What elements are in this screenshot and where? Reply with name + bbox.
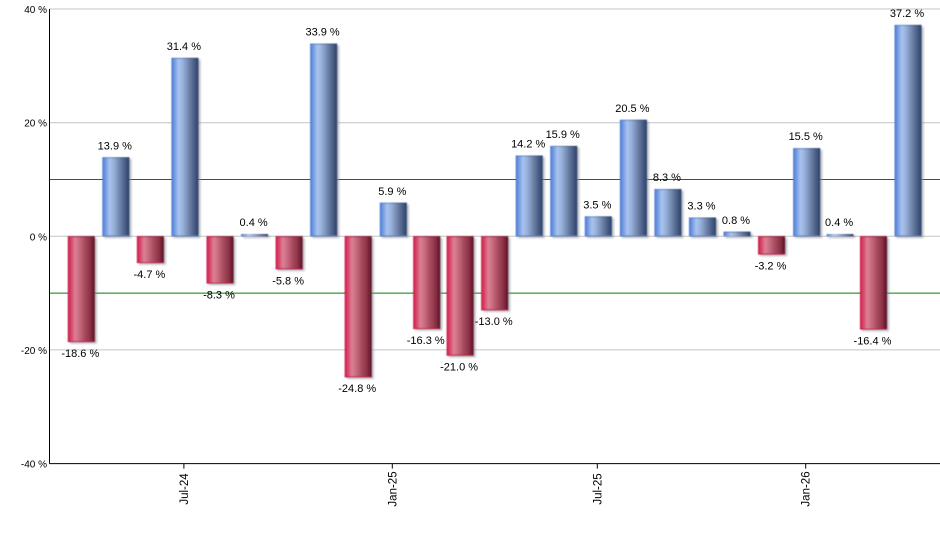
svg-text:33.9 %: 33.9 % <box>305 27 339 39</box>
svg-text:20 %: 20 % <box>24 119 47 130</box>
svg-text:14.2 %: 14.2 % <box>511 139 545 151</box>
svg-text:0.4 %: 0.4 % <box>825 217 853 229</box>
svg-text:8.3 %: 8.3 % <box>653 172 681 184</box>
svg-text:40 %: 40 % <box>24 5 47 16</box>
svg-text:0 %: 0 % <box>30 232 47 243</box>
svg-text:-5.8 %: -5.8 % <box>272 275 304 287</box>
svg-text:Jul-24: Jul-24 <box>179 473 191 505</box>
svg-text:Jan-26: Jan-26 <box>801 471 813 506</box>
svg-text:-8.3 %: -8.3 % <box>203 290 235 302</box>
svg-text:0.4 %: 0.4 % <box>240 217 268 229</box>
svg-text:15.9 %: 15.9 % <box>546 129 580 141</box>
svg-text:Jul-25: Jul-25 <box>592 473 604 504</box>
svg-text:3.3 %: 3.3 % <box>687 201 715 213</box>
svg-text:-20 %: -20 % <box>21 346 47 357</box>
svg-text:20.5 %: 20.5 % <box>615 103 649 115</box>
svg-text:-16.4 %: -16.4 % <box>854 336 892 348</box>
svg-text:-3.2 %: -3.2 % <box>755 261 787 273</box>
svg-text:-21.0 %: -21.0 % <box>440 362 478 374</box>
svg-text:-13.0 %: -13.0 % <box>475 316 513 328</box>
svg-text:15.5 %: 15.5 % <box>789 131 823 143</box>
svg-text:31.4 %: 31.4 % <box>167 41 201 53</box>
svg-text:-24.8 %: -24.8 % <box>338 383 376 395</box>
svg-text:13.9 %: 13.9 % <box>98 140 132 152</box>
svg-text:0.8 %: 0.8 % <box>722 215 750 227</box>
svg-text:5.9 %: 5.9 % <box>378 186 406 198</box>
svg-text:37.2 %: 37.2 % <box>890 8 924 20</box>
svg-text:-18.6 %: -18.6 % <box>61 348 99 360</box>
svg-text:-40 %: -40 % <box>21 460 47 471</box>
svg-text:-4.7 %: -4.7 % <box>134 269 166 281</box>
svg-text:Jan-25: Jan-25 <box>387 471 399 506</box>
svg-text:3.5 %: 3.5 % <box>583 199 611 211</box>
svg-text:-16.3 %: -16.3 % <box>407 335 445 347</box>
